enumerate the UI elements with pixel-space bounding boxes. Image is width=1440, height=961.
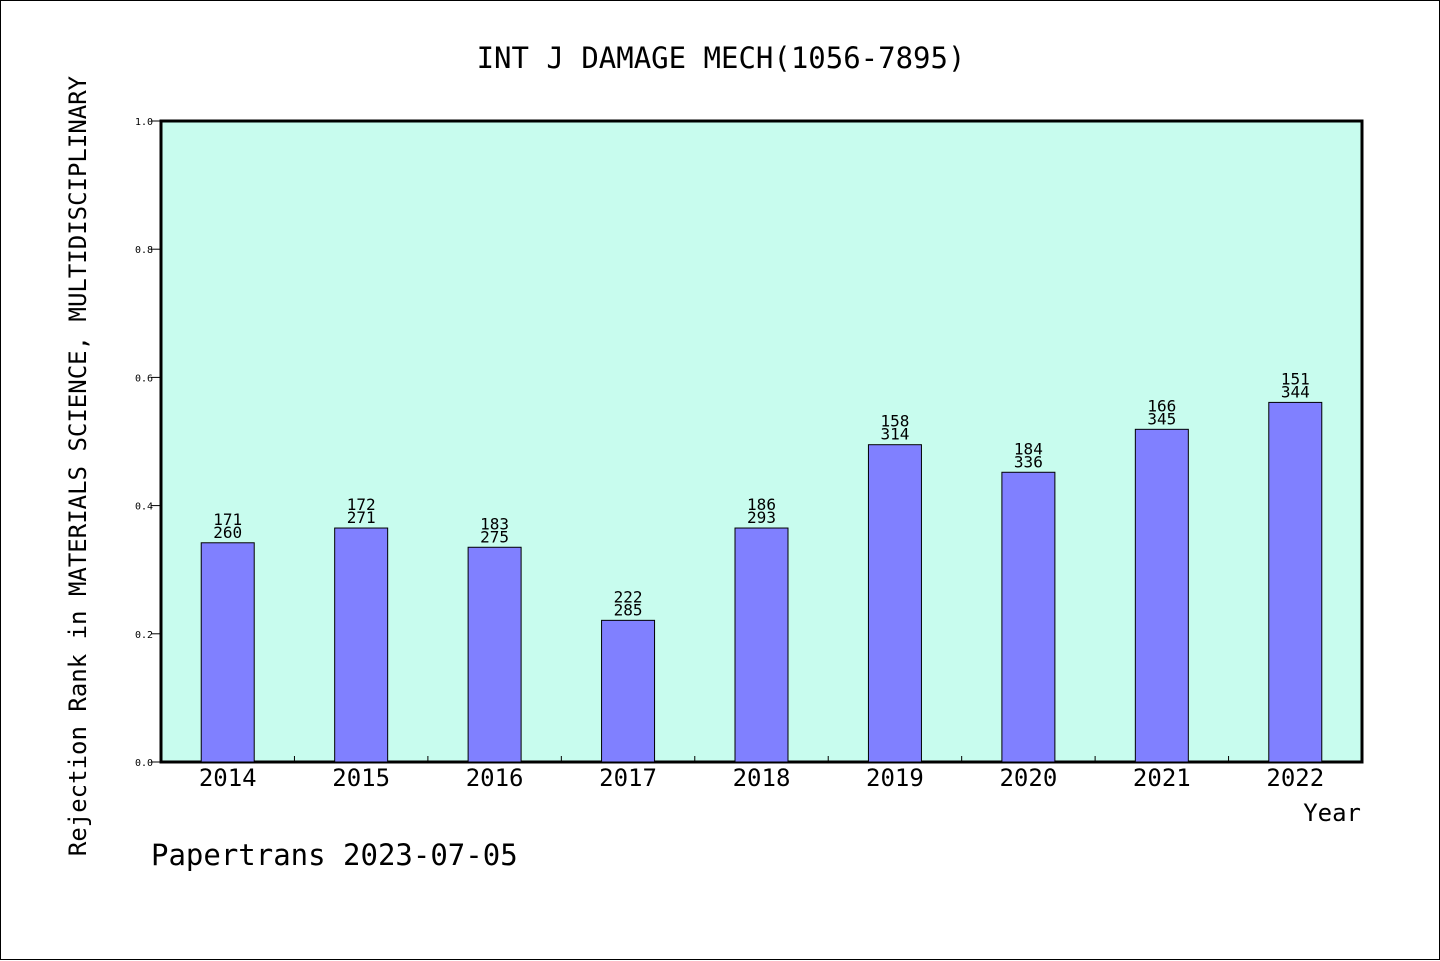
bar-rank-label: 183 xyxy=(480,514,509,533)
x-tick-label: 2020 xyxy=(999,764,1057,792)
bar-rank-label: 151 xyxy=(1281,369,1310,388)
bar-rank-label: 222 xyxy=(614,587,643,606)
y-tick-label: 1.0 xyxy=(135,117,153,128)
x-tick-labels: 2014 2015 2016 2017 2018 2019 2020 2021 2022 xyxy=(199,764,1324,792)
bar-rank-label: 184 xyxy=(1014,439,1043,458)
y-tick-label: 0.8 xyxy=(135,245,153,256)
y-tick-label: 0.2 xyxy=(135,630,153,641)
bar-total-label: 344 xyxy=(1281,382,1310,401)
bar xyxy=(200,542,255,763)
bar-total-label: 285 xyxy=(614,600,643,619)
x-tick-label: 2022 xyxy=(1266,764,1324,792)
bar-total-label: 345 xyxy=(1147,409,1176,428)
bar xyxy=(334,527,389,763)
footer-credit: Papertrans 2023-07-05 xyxy=(151,838,518,872)
x-axis-ticks xyxy=(293,756,1230,762)
y-tick-label: 0.6 xyxy=(135,373,153,384)
bar xyxy=(734,527,789,763)
x-tick-label: 2015 xyxy=(332,764,390,792)
bar-rank-label: 172 xyxy=(347,495,376,514)
x-tick-label: 2021 xyxy=(1133,764,1191,792)
y-tick-label: 0.0 xyxy=(135,758,153,769)
x-tick-label: 2017 xyxy=(599,764,657,792)
x-tick-label: 2018 xyxy=(733,764,791,792)
y-tick-label: 0.4 xyxy=(135,502,153,513)
chart-title: INT J DAMAGE MECH(1056-7895) xyxy=(477,41,966,75)
bar-rank-label: 158 xyxy=(880,412,909,431)
bar xyxy=(867,444,922,763)
x-axis-label: Year xyxy=(1303,799,1361,827)
bar xyxy=(467,546,522,763)
bar-rank-label: 186 xyxy=(747,495,776,514)
bar xyxy=(1268,401,1323,763)
bar-total-label: 260 xyxy=(213,523,242,542)
bar xyxy=(1001,471,1056,763)
x-tick-label: 2014 xyxy=(199,764,257,792)
bar-total-label: 271 xyxy=(347,508,376,527)
x-tick-label: 2016 xyxy=(466,764,524,792)
bar-total-label: 336 xyxy=(1014,452,1043,471)
bar xyxy=(601,619,656,763)
bar-series xyxy=(200,401,1323,763)
bar-rank-label: 166 xyxy=(1147,396,1176,415)
bar-total-label: 314 xyxy=(880,425,909,444)
y-axis-ticks: 0.0 0.2 0.4 0.6 0.8 1.0 xyxy=(135,117,161,769)
x-tick-label: 2019 xyxy=(866,764,924,792)
bar-total-label: 275 xyxy=(480,527,509,546)
bar-total-label: 293 xyxy=(747,508,776,527)
bar-rank-label: 171 xyxy=(213,510,242,529)
y-axis-label: Rejection Rank in MATERIALS SCIENCE, MUL… xyxy=(64,75,92,856)
bar xyxy=(1134,428,1189,763)
